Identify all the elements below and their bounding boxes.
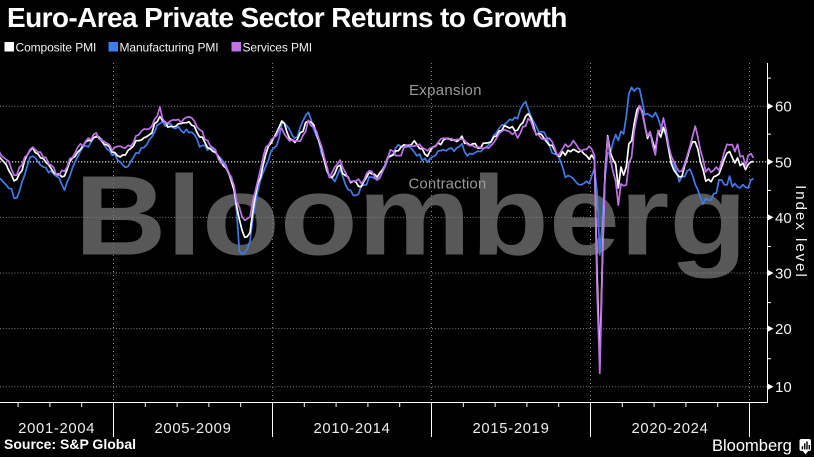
svg-text:Contraction: Contraction [409,176,487,193]
svg-text:Source: S&P Global: Source: S&P Global [4,436,136,452]
svg-text:40: 40 [775,210,792,227]
svg-text:Services PMI: Services PMI [243,40,312,54]
svg-text:Expansion: Expansion [409,82,482,99]
svg-text:Bloomberg: Bloomberg [712,437,792,455]
svg-text:Index level: Index level [792,185,809,279]
svg-text:2001-2004: 2001-2004 [18,421,95,437]
svg-text:30: 30 [775,265,792,282]
svg-text:20: 20 [775,321,792,338]
svg-text:Composite PMI: Composite PMI [16,40,97,54]
svg-text:2015-2019: 2015-2019 [472,421,549,437]
svg-text:2005-2009: 2005-2009 [154,421,231,437]
svg-text:10: 10 [775,379,792,396]
svg-text:60: 60 [775,99,792,116]
svg-text:2020-2024: 2020-2024 [631,421,708,437]
svg-text:Bloomberg: Bloomberg [75,153,748,279]
svg-text:2010-2014: 2010-2014 [313,421,390,437]
svg-text:Euro-Area Private Sector Retur: Euro-Area Private Sector Returns to Grow… [7,2,567,33]
svg-text:50: 50 [775,154,792,171]
svg-text:Manufacturing PMI: Manufacturing PMI [120,40,219,54]
